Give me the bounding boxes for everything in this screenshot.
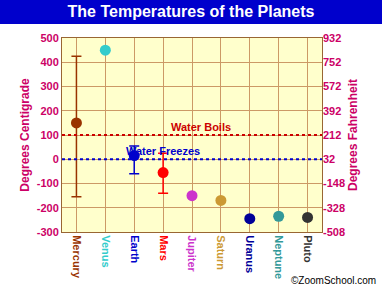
svg-text:0: 0 — [53, 153, 59, 165]
svg-text:Earth: Earth — [129, 235, 141, 263]
svg-text:-100: -100 — [37, 177, 59, 189]
svg-text:Saturn: Saturn — [215, 235, 227, 270]
svg-text:©ZoomSchool.com: ©ZoomSchool.com — [291, 275, 376, 286]
svg-text:-200: -200 — [37, 202, 59, 214]
svg-text:572: 572 — [323, 80, 341, 92]
svg-text:Uranus: Uranus — [244, 235, 256, 273]
svg-text:-328: -328 — [323, 202, 345, 214]
svg-text:100: 100 — [40, 129, 58, 141]
svg-text:Mars: Mars — [158, 235, 170, 261]
svg-text:392: 392 — [323, 105, 341, 117]
svg-text:Water Freezes: Water Freezes — [126, 145, 200, 157]
svg-text:Degrees Fahrenheit: Degrees Fahrenheit — [346, 79, 360, 191]
svg-text:932: 932 — [323, 32, 341, 44]
svg-text:Jupiter: Jupiter — [186, 235, 198, 272]
svg-text:Degrees Centigrade: Degrees Centigrade — [18, 78, 32, 192]
svg-text:-300: -300 — [37, 226, 59, 238]
svg-text:32: 32 — [323, 153, 335, 165]
svg-text:300: 300 — [40, 80, 58, 92]
svg-text:Venus: Venus — [100, 235, 112, 267]
svg-text:-508: -508 — [323, 226, 345, 238]
svg-text:400: 400 — [40, 56, 58, 68]
svg-text:Mercury: Mercury — [71, 235, 83, 279]
svg-text:212: 212 — [323, 129, 341, 141]
svg-text:-148: -148 — [323, 177, 345, 189]
svg-text:Pluto: Pluto — [302, 235, 314, 263]
svg-text:752: 752 — [323, 56, 341, 68]
svg-text:500: 500 — [40, 32, 58, 44]
html-text:The Temperatures of the Planet: The Temperatures of the Planets — [67, 3, 315, 20]
svg-text:Neptune: Neptune — [273, 235, 285, 279]
svg-text:Water Boils: Water Boils — [171, 121, 231, 133]
svg-text:200: 200 — [40, 105, 58, 117]
